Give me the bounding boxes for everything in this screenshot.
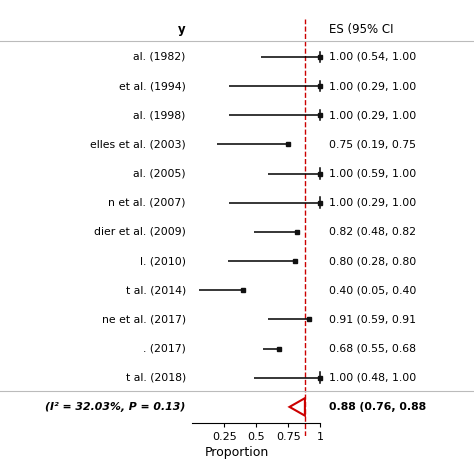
Text: 1.00 (0.54, 1.00: 1.00 (0.54, 1.00 xyxy=(329,52,417,62)
Text: al. (2005): al. (2005) xyxy=(133,169,186,179)
Text: 1.00 (0.29, 1.00: 1.00 (0.29, 1.00 xyxy=(329,110,417,120)
Text: 0.80 (0.28, 0.80: 0.80 (0.28, 0.80 xyxy=(329,256,417,266)
Text: n et al. (2007): n et al. (2007) xyxy=(108,198,186,208)
Text: 0.88 (0.76, 0.88: 0.88 (0.76, 0.88 xyxy=(329,402,426,412)
Text: dier et al. (2009): dier et al. (2009) xyxy=(94,227,186,237)
Text: ne et al. (2017): ne et al. (2017) xyxy=(101,314,186,324)
Text: 0.68 (0.55, 0.68: 0.68 (0.55, 0.68 xyxy=(329,344,416,354)
Text: t al. (2018): t al. (2018) xyxy=(126,373,186,383)
Text: 1.00 (0.29, 1.00: 1.00 (0.29, 1.00 xyxy=(329,198,417,208)
Text: y: y xyxy=(178,23,186,36)
Text: al. (1982): al. (1982) xyxy=(133,52,186,62)
Text: (I² = 32.03%, P = 0.13): (I² = 32.03%, P = 0.13) xyxy=(46,402,186,412)
Text: 0.40 (0.05, 0.40: 0.40 (0.05, 0.40 xyxy=(329,285,417,295)
Text: 1.00 (0.29, 1.00: 1.00 (0.29, 1.00 xyxy=(329,81,417,91)
Text: t al. (2014): t al. (2014) xyxy=(126,285,186,295)
Text: al. (1998): al. (1998) xyxy=(133,110,186,120)
Text: 1.00 (0.48, 1.00: 1.00 (0.48, 1.00 xyxy=(329,373,417,383)
Text: 1.00 (0.59, 1.00: 1.00 (0.59, 1.00 xyxy=(329,169,417,179)
Text: et al. (1994): et al. (1994) xyxy=(119,81,186,91)
Text: ES (95% CI: ES (95% CI xyxy=(329,23,394,36)
Text: 0.75 (0.19, 0.75: 0.75 (0.19, 0.75 xyxy=(329,139,416,149)
X-axis label: Proportion: Proportion xyxy=(205,446,269,459)
Text: 0.91 (0.59, 0.91: 0.91 (0.59, 0.91 xyxy=(329,314,416,324)
Text: l. (2010): l. (2010) xyxy=(140,256,186,266)
Text: . (2017): . (2017) xyxy=(143,344,186,354)
Text: elles et al. (2003): elles et al. (2003) xyxy=(90,139,186,149)
Text: 0.82 (0.48, 0.82: 0.82 (0.48, 0.82 xyxy=(329,227,416,237)
